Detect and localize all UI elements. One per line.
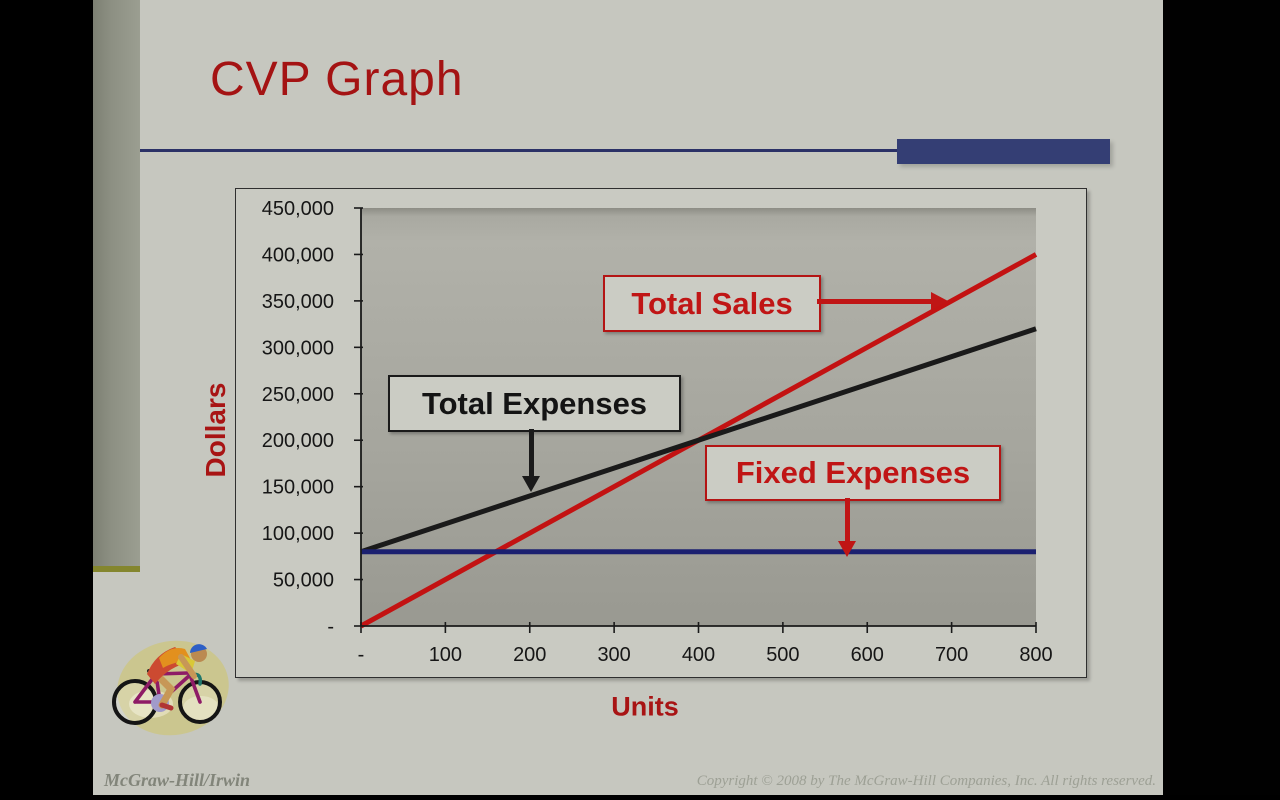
y-tick-label: 450,000: [262, 198, 334, 220]
y-tick-label: 150,000: [262, 477, 334, 499]
total-sales-arrowhead-icon: [931, 292, 948, 310]
x-tick-label: 400: [682, 644, 715, 666]
x-tick-label: 200: [513, 644, 546, 666]
y-tick-label: 250,000: [262, 384, 334, 406]
y-tick-label: 200,000: [262, 430, 334, 452]
stripe-olive-edge: [93, 566, 140, 572]
total-expenses-arrow-line: [529, 429, 534, 478]
y-axis-title: Dollars: [200, 382, 231, 478]
callout-total-sales: Total Sales: [603, 275, 821, 332]
series-line-total-expenses: [360, 326, 1037, 555]
y-tick-label: 300,000: [262, 337, 334, 359]
x-tick-label: -: [358, 644, 365, 666]
x-tick-label: 700: [935, 644, 968, 666]
fixed-expenses-arrowhead-icon: [838, 541, 856, 557]
y-tick-label: 50,000: [273, 570, 334, 592]
x-tick-label: 500: [766, 644, 799, 666]
fixed-expenses-arrow-line: [845, 498, 850, 543]
y-tick-label: 350,000: [262, 291, 334, 313]
footer-copyright: Copyright © 2008 by The McGraw-Hill Comp…: [696, 773, 1156, 789]
footer-publisher: McGraw-Hill/Irwin: [104, 770, 251, 790]
y-tick-label: -: [327, 616, 334, 638]
bottom-black-edge: [0, 795, 1280, 800]
x-axis-title: Units: [611, 691, 679, 722]
cvp-chart: - 50,000 100,000 150,000 200,000 250,000 300,0…: [235, 188, 1087, 678]
cvp-chart-plot: - 50,000 100,000 150,000 200,000 250,000 300,0…: [262, 198, 1053, 666]
cyclist-clipart-icon: [112, 640, 229, 736]
title-accent-bar: [897, 139, 1110, 164]
title-separator-line: [140, 149, 897, 152]
y-tick-label: 100,000: [262, 523, 334, 545]
x-tick-label: 300: [597, 644, 630, 666]
right-black-bar: [1163, 0, 1280, 800]
x-tick-label: 800: [1019, 644, 1052, 666]
left-gray-stripe: [93, 0, 140, 566]
total-sales-arrow-line: [817, 299, 933, 304]
callout-fixed-expenses: Fixed Expenses: [705, 445, 1001, 501]
left-black-bar: [0, 0, 93, 800]
callout-total-expenses: Total Expenses: [388, 375, 681, 432]
x-tick-label: 600: [851, 644, 884, 666]
page-title: CVP Graph: [210, 53, 464, 106]
y-tick-label: 400,000: [262, 244, 334, 266]
x-tick-label: 100: [429, 644, 462, 666]
total-expenses-arrowhead-icon: [522, 476, 540, 492]
